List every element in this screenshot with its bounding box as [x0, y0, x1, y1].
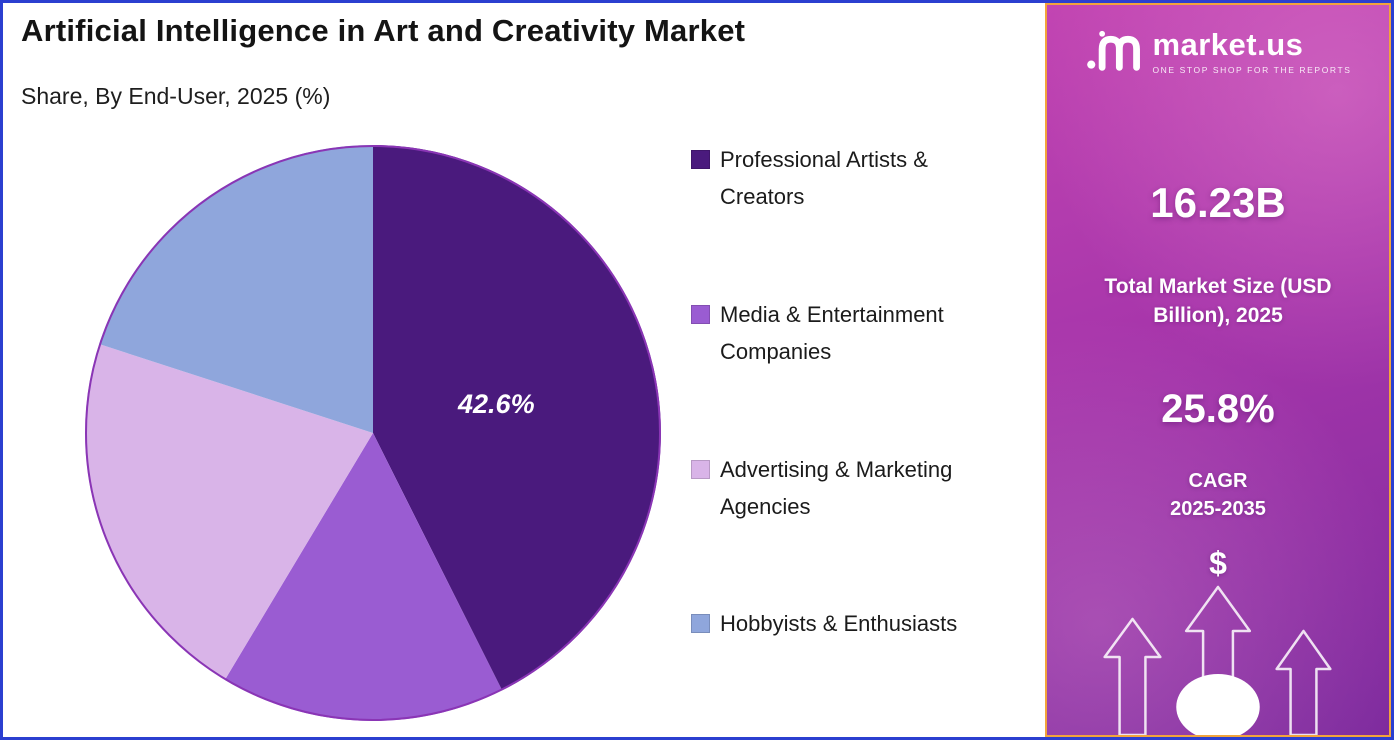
- brand-sidebar: market.us ONE STOP SHOP FOR THE REPORTS …: [1045, 3, 1391, 737]
- pie-data-label: 42.6%: [457, 389, 535, 419]
- legend-label: Advertising & Marketing Agencies: [720, 456, 953, 519]
- marketus-logo-icon: [1087, 30, 1141, 71]
- up-arrow-right: [1275, 629, 1332, 735]
- growth-arrows-decoration: [1103, 585, 1332, 735]
- brand-logo: market.us ONE STOP SHOP FOR THE REPORTS: [1084, 27, 1351, 75]
- market-size-label: Total Market Size (USD Billion), 2025: [1104, 275, 1332, 327]
- legend-swatch: [691, 459, 710, 479]
- legend-item: Hobbyists & Enthusiasts: [691, 605, 1021, 642]
- legend-swatch: [691, 150, 710, 169]
- legend-label: Professional Artists & Creators: [720, 147, 928, 210]
- chart-area: Artificial Intelligence in Art and Creat…: [3, 3, 1045, 737]
- logo-text: market.us: [1152, 27, 1304, 62]
- pie-slice-0: [373, 145, 661, 691]
- cagr-block: CAGR 2025-2035: [1108, 468, 1328, 523]
- pie-outline: [85, 145, 661, 721]
- pie-slice-1: [224, 433, 503, 722]
- cagr-label: CAGR: [1188, 469, 1248, 492]
- logo-tagline: ONE STOP SHOP FOR THE REPORTS: [1152, 65, 1352, 75]
- pie-slice-2: [84, 344, 373, 680]
- chart-subtitle: Share, By End-User, 2025 (%): [21, 83, 331, 109]
- cagr-period: 2025-2035: [1170, 497, 1266, 520]
- legend-swatch: [691, 304, 710, 324]
- logo-text-block: market.us ONE STOP SHOP FOR THE REPORTS: [1152, 27, 1351, 75]
- market-size-value: 16.23B: [1150, 179, 1286, 226]
- legend-label: Hobbyists & Enthusiasts: [720, 611, 958, 637]
- cagr-value: 25.8%: [1161, 386, 1275, 431]
- up-arrow-center: [1184, 585, 1252, 735]
- pie-chart: 42.6%: [84, 145, 661, 722]
- legend-item: Media & Entertainment Companies: [691, 296, 1021, 371]
- legend-swatch: [691, 614, 710, 634]
- legend-item: Professional Artists & Creators: [691, 141, 1021, 216]
- up-arrow-left: [1103, 617, 1162, 735]
- pie-slice-3: [99, 145, 373, 433]
- cup-shape: [1176, 674, 1260, 735]
- legend-item: Advertising & Marketing Agencies: [691, 451, 1021, 526]
- dollar-icon: $: [1209, 545, 1227, 582]
- page-title: Artificial Intelligence in Art and Creat…: [21, 13, 746, 48]
- legend-label: Media & Entertainment Companies: [720, 301, 944, 365]
- chart-legend: Professional Artists & Creators Media & E…: [691, 141, 1021, 643]
